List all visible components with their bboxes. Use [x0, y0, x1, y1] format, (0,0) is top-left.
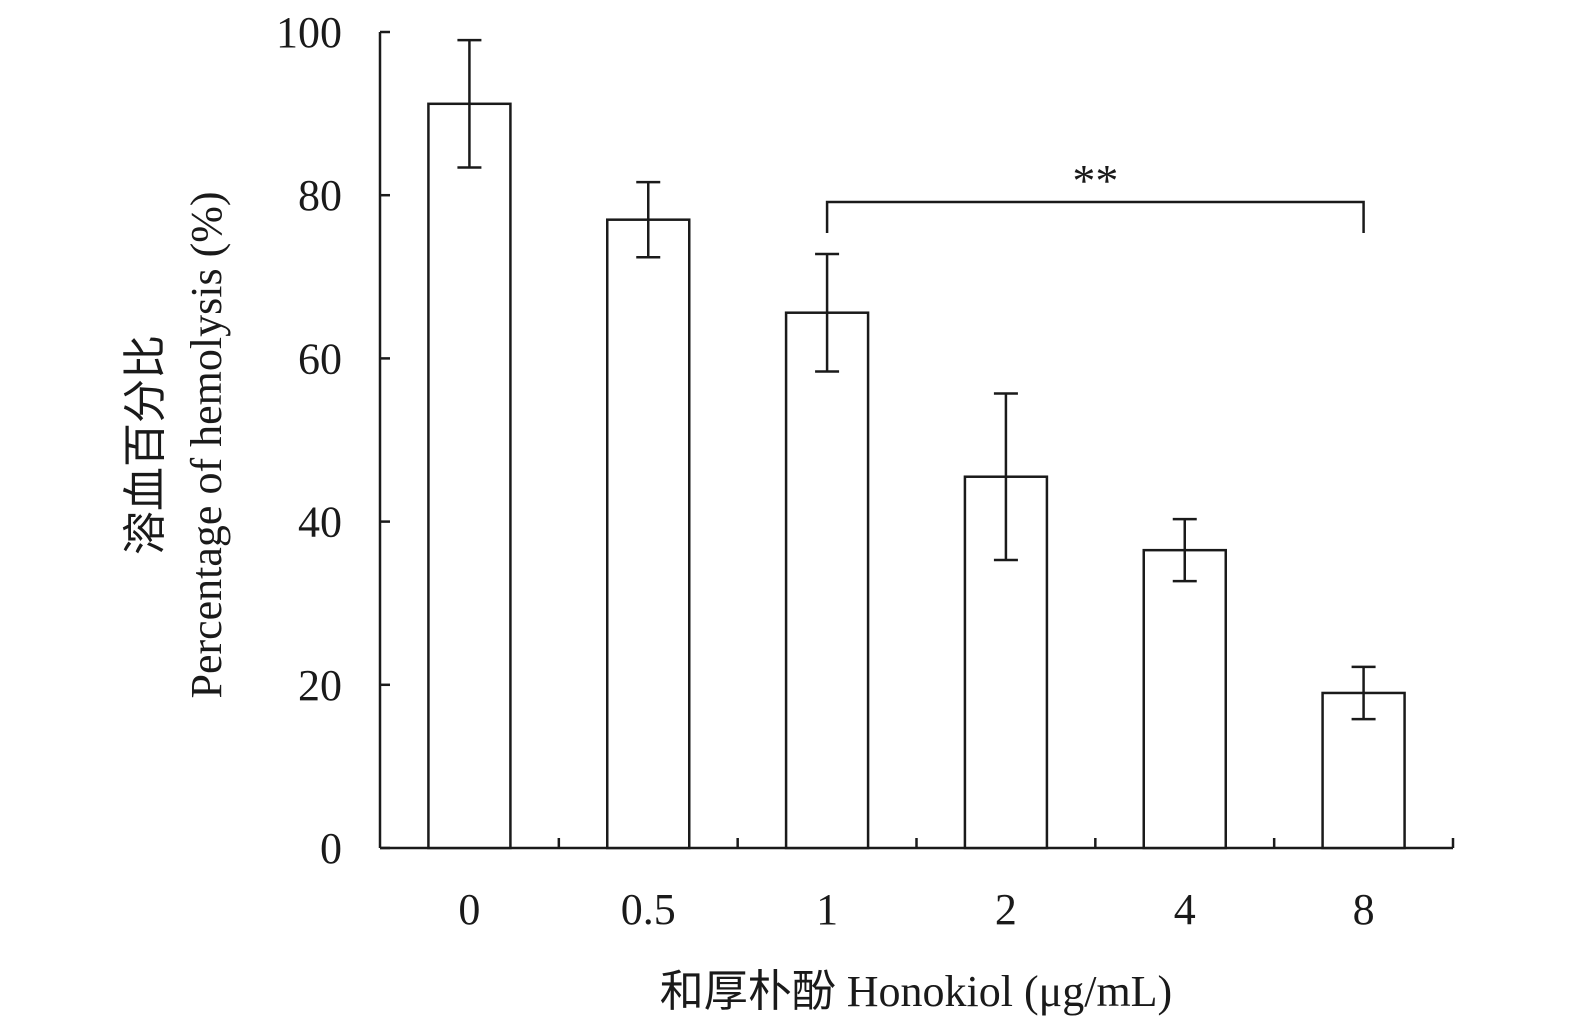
significance-label: ** — [1072, 155, 1118, 206]
y-tick-label: 40 — [298, 498, 342, 547]
x-tick-label: 8 — [1353, 885, 1375, 934]
x-tick-label: 2 — [995, 885, 1017, 934]
x-tick-label: 0.5 — [621, 885, 676, 934]
significance-bracket — [825, 200, 1365, 233]
y-axis-title-en: Percentage of hemolysis (%) — [182, 191, 231, 698]
x-axis-title: 和厚朴酚 Honokiol (μg/mL) — [660, 967, 1172, 1016]
y-tick-label: 20 — [298, 661, 342, 710]
bar — [606, 218, 691, 850]
bar — [784, 311, 870, 850]
y-tick-label: 100 — [276, 8, 342, 57]
x-tick-label: 1 — [816, 885, 838, 934]
x-tick-label: 0 — [458, 885, 480, 934]
bar — [427, 102, 512, 850]
x-tick-label: 4 — [1174, 885, 1196, 934]
plot-area: 0 20 40 60 80 100 0 0.5 1 2 4 8 ** — [276, 8, 1455, 934]
bar — [1142, 548, 1227, 850]
y-tick-label: 60 — [298, 334, 342, 383]
y-axis-title-cn: 溶血百分比 — [121, 335, 170, 555]
y-tick-label: 80 — [298, 171, 342, 220]
y-tick-label: 0 — [320, 824, 342, 873]
